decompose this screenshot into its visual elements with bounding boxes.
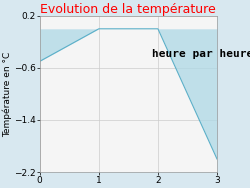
Y-axis label: Température en °C: Température en °C <box>3 51 12 136</box>
Text: heure par heure: heure par heure <box>152 49 250 58</box>
Title: Evolution de la température: Evolution de la température <box>40 3 216 16</box>
